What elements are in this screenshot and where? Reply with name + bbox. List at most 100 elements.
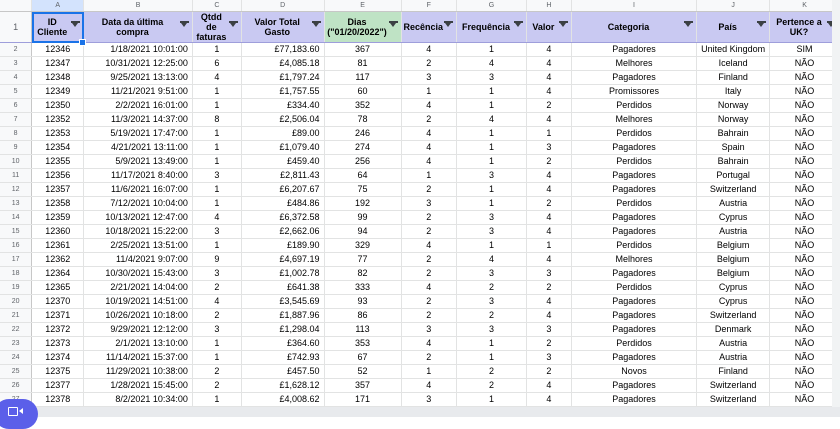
cell-total[interactable]: £1,757.55 [241, 84, 325, 99]
cell-country[interactable]: Belgium [696, 238, 771, 253]
cell-frequency[interactable]: 1 [456, 140, 527, 155]
cell-date[interactable]: 11/4/2021 9:07:00 [83, 252, 193, 267]
cell-invoices[interactable]: 4 [192, 294, 242, 309]
cell-country[interactable]: Cyprus [696, 280, 771, 295]
cell-date[interactable]: 7/12/2021 10:04:00 [83, 196, 193, 211]
cell-date[interactable]: 2/21/2021 14:04:00 [83, 280, 193, 295]
row-number[interactable]: 6 [0, 98, 33, 113]
row-number[interactable]: 12 [0, 182, 33, 197]
cell-days[interactable]: 81 [324, 56, 402, 71]
column-letter-j[interactable]: J [696, 0, 771, 12]
cell-uk[interactable]: NÃO [769, 182, 840, 197]
cell-recency[interactable]: 2 [401, 308, 458, 323]
cell-total[interactable]: £189.90 [241, 238, 325, 253]
cell-days[interactable]: 93 [324, 294, 402, 309]
column-letter-h[interactable]: H [526, 0, 572, 12]
cell-frequency[interactable]: 1 [456, 392, 527, 407]
cell-recency[interactable]: 4 [401, 98, 458, 113]
cell-uk[interactable]: NÃO [769, 378, 840, 393]
cell-country[interactable]: Bahrain [696, 126, 771, 141]
cell-date[interactable]: 10/18/2021 15:22:00 [83, 224, 193, 239]
cell-category[interactable]: Pagadores [571, 224, 698, 239]
cell-recency[interactable]: 3 [401, 322, 458, 337]
cell-days[interactable]: 171 [324, 392, 402, 407]
cell-total[interactable]: £6,207.67 [241, 182, 325, 197]
cell-recency[interactable]: 1 [401, 168, 458, 183]
cell-total[interactable]: £4,697.19 [241, 252, 325, 267]
cell-days[interactable]: 78 [324, 112, 402, 127]
cell-uk[interactable]: NÃO [769, 210, 840, 225]
cell-uk[interactable]: NÃO [769, 350, 840, 365]
filter-icon[interactable] [757, 21, 767, 28]
cell-invoices[interactable]: 1 [192, 98, 242, 113]
cell-total[interactable]: £2,811.43 [241, 168, 325, 183]
cell-frequency[interactable]: 4 [456, 112, 527, 127]
cell-value[interactable]: 4 [526, 42, 572, 57]
cell-days[interactable]: 86 [324, 308, 402, 323]
cell-country[interactable]: Norway [696, 98, 771, 113]
cell-category[interactable]: Pagadores [571, 392, 698, 407]
cell-id[interactable]: 12374 [31, 350, 85, 365]
cell-days[interactable]: 99 [324, 210, 402, 225]
cell-days[interactable]: 77 [324, 252, 402, 267]
cell-invoices[interactable]: 2 [192, 364, 242, 379]
cell-total[interactable]: £4,085.18 [241, 56, 325, 71]
cell-days[interactable]: 329 [324, 238, 402, 253]
cell-id[interactable]: 12355 [31, 154, 85, 169]
cell-days[interactable]: 333 [324, 280, 402, 295]
cell-value[interactable]: 3 [526, 266, 572, 281]
cell-id[interactable]: 12354 [31, 140, 85, 155]
cell-country[interactable]: Belgium [696, 252, 771, 267]
cell-id[interactable]: 12358 [31, 196, 85, 211]
cell-date[interactable]: 11/14/2021 15:37:00 [83, 350, 193, 365]
cell-total[interactable]: £457.50 [241, 364, 325, 379]
cell-invoices[interactable]: 1 [192, 196, 242, 211]
cell-id[interactable]: 12357 [31, 182, 85, 197]
column-letter-b[interactable]: B [83, 0, 193, 12]
cell-country[interactable]: Austria [696, 196, 771, 211]
cell-country[interactable]: Iceland [696, 56, 771, 71]
cell-invoices[interactable]: 2 [192, 378, 242, 393]
cell-days[interactable]: 353 [324, 336, 402, 351]
cell-invoices[interactable]: 3 [192, 266, 242, 281]
row-number[interactable]: 20 [0, 294, 33, 309]
cell-value[interactable]: 2 [526, 336, 572, 351]
cell-date[interactable]: 1/18/2021 10:01:00 [83, 42, 193, 57]
cell-invoices[interactable]: 1 [192, 42, 242, 57]
select-all-corner[interactable] [0, 0, 33, 12]
cell-category[interactable]: Pagadores [571, 378, 698, 393]
row-number[interactable]: 4 [0, 70, 33, 85]
cell-id[interactable]: 12370 [31, 294, 85, 309]
cell-frequency[interactable]: 3 [456, 266, 527, 281]
cell-frequency[interactable]: 4 [456, 252, 527, 267]
cell-recency[interactable]: 4 [401, 238, 458, 253]
row-number[interactable]: 18 [0, 266, 33, 281]
column-letter-d[interactable]: D [241, 0, 325, 12]
cell-uk[interactable]: NÃO [769, 238, 840, 253]
row-number[interactable]: 14 [0, 210, 33, 225]
cell-frequency[interactable]: 2 [456, 280, 527, 295]
cell-recency[interactable]: 4 [401, 140, 458, 155]
cell-recency[interactable]: 1 [401, 84, 458, 99]
cell-uk[interactable]: NÃO [769, 336, 840, 351]
cell-date[interactable]: 10/26/2021 10:18:00 [83, 308, 193, 323]
cell-country[interactable]: Cyprus [696, 210, 771, 225]
cell-recency[interactable]: 2 [401, 112, 458, 127]
cell-invoices[interactable]: 1 [192, 182, 242, 197]
cell-recency[interactable]: 4 [401, 378, 458, 393]
cell-value[interactable]: 3 [526, 140, 572, 155]
cell-frequency[interactable]: 1 [456, 350, 527, 365]
row-number[interactable]: 3 [0, 56, 33, 71]
cell-country[interactable]: Finland [696, 70, 771, 85]
column-letter-f[interactable]: F [401, 0, 458, 12]
cell-total[interactable]: £641.38 [241, 280, 325, 295]
header-invoices[interactable]: Qtdd de faturas [192, 11, 242, 43]
cell-total[interactable]: £1,002.78 [241, 266, 325, 281]
cell-id[interactable]: 12377 [31, 378, 85, 393]
filter-icon[interactable] [228, 21, 238, 28]
cell-value[interactable]: 2 [526, 98, 572, 113]
cell-value[interactable]: 4 [526, 392, 572, 407]
row-number[interactable]: 22 [0, 322, 33, 337]
cell-days[interactable]: 256 [324, 154, 402, 169]
meet-fab-button[interactable] [0, 399, 38, 429]
